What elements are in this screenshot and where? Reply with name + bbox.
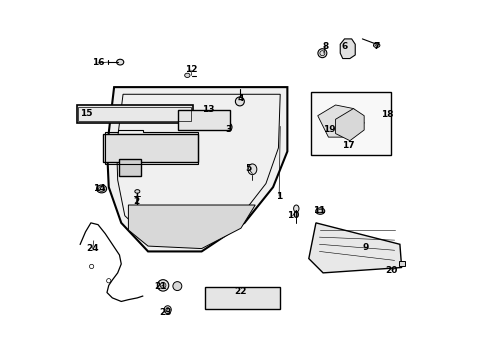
Text: 3: 3 bbox=[225, 126, 231, 135]
Polygon shape bbox=[77, 105, 192, 123]
Text: 17: 17 bbox=[342, 141, 354, 150]
Polygon shape bbox=[103, 134, 198, 162]
Text: 4: 4 bbox=[237, 94, 244, 103]
Text: 5: 5 bbox=[244, 164, 251, 173]
Polygon shape bbox=[107, 87, 287, 251]
Text: 9: 9 bbox=[362, 243, 368, 252]
Ellipse shape bbox=[157, 280, 168, 291]
Text: 2: 2 bbox=[133, 197, 139, 206]
Text: 11: 11 bbox=[312, 206, 325, 215]
FancyBboxPatch shape bbox=[310, 93, 390, 155]
Ellipse shape bbox=[225, 123, 231, 131]
Polygon shape bbox=[340, 39, 354, 59]
Polygon shape bbox=[178, 111, 230, 130]
Text: 16: 16 bbox=[92, 58, 104, 67]
Ellipse shape bbox=[184, 73, 190, 77]
Text: 10: 10 bbox=[286, 211, 298, 220]
Polygon shape bbox=[335, 109, 364, 141]
Text: 21: 21 bbox=[154, 282, 166, 291]
Polygon shape bbox=[308, 223, 401, 273]
Text: 22: 22 bbox=[234, 287, 246, 296]
Text: 15: 15 bbox=[80, 109, 92, 118]
Polygon shape bbox=[128, 205, 255, 249]
Ellipse shape bbox=[235, 97, 244, 106]
Text: 1: 1 bbox=[275, 192, 282, 201]
Ellipse shape bbox=[235, 289, 246, 296]
Text: 7: 7 bbox=[373, 41, 379, 50]
Text: 19: 19 bbox=[323, 125, 335, 134]
Text: 13: 13 bbox=[202, 105, 215, 114]
Text: 18: 18 bbox=[380, 111, 393, 120]
Ellipse shape bbox=[317, 49, 326, 58]
Text: 12: 12 bbox=[184, 66, 197, 75]
Ellipse shape bbox=[293, 205, 298, 212]
Bar bbox=[398, 261, 404, 266]
Ellipse shape bbox=[97, 185, 106, 193]
Ellipse shape bbox=[173, 282, 182, 291]
Polygon shape bbox=[119, 158, 141, 176]
Text: 23: 23 bbox=[159, 308, 171, 317]
Text: 8: 8 bbox=[322, 41, 327, 50]
Text: 14: 14 bbox=[93, 184, 105, 193]
Ellipse shape bbox=[164, 306, 171, 314]
Text: 24: 24 bbox=[86, 244, 99, 253]
Text: 20: 20 bbox=[385, 266, 397, 275]
Ellipse shape bbox=[315, 208, 324, 214]
Polygon shape bbox=[317, 105, 364, 137]
Ellipse shape bbox=[135, 190, 140, 193]
Polygon shape bbox=[205, 287, 280, 309]
Ellipse shape bbox=[116, 59, 123, 65]
Ellipse shape bbox=[373, 43, 379, 48]
Text: 6: 6 bbox=[341, 41, 347, 50]
Ellipse shape bbox=[247, 164, 256, 175]
